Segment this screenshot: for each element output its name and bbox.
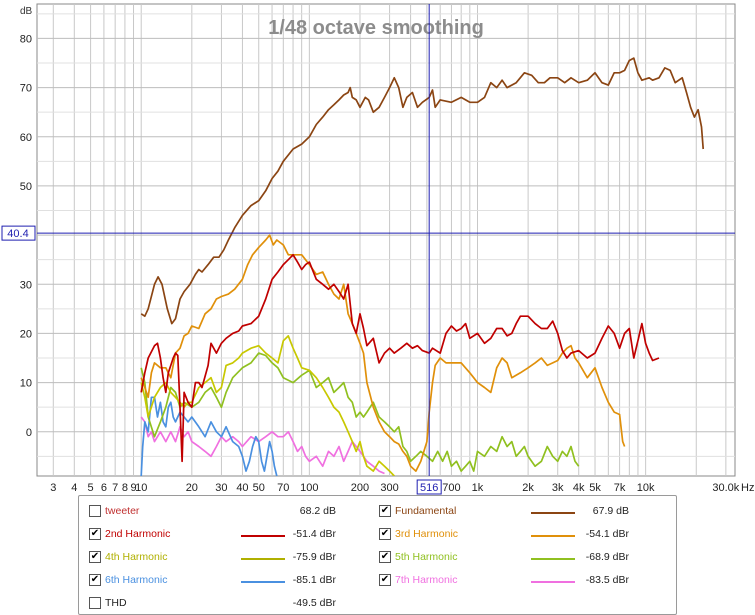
x-tick-label: 7k (614, 482, 626, 494)
legend-value: 68.2 dB (299, 505, 336, 517)
x-tick-label: 30.0k (712, 482, 739, 494)
y-tick-label: 70 (20, 83, 32, 95)
legend-label: Fundamental (395, 505, 457, 517)
legend-swatch (241, 581, 285, 583)
y-tick-label: 80 (20, 33, 32, 45)
legend-swatch (241, 558, 285, 560)
x-tick-label: 200 (351, 482, 369, 494)
x-tick-label: 5k (589, 482, 601, 494)
y-tick-label: 0 (26, 427, 32, 439)
cursor-x-readout-box (416, 479, 442, 495)
series-2nd-harmonic-line (140, 253, 660, 463)
legend-label: THD (105, 597, 127, 609)
series-6th-harmonic-line (140, 396, 278, 476)
legend-label: 6th Harmonic (105, 574, 168, 586)
y-tick-label: 50 (20, 181, 32, 193)
legend-checkbox-4th-harmonic[interactable]: ✔ (89, 551, 101, 563)
x-tick-label: 300 (380, 482, 398, 494)
legend-value: -68.9 dBr (585, 551, 629, 563)
legend-value: -49.5 dBr (292, 597, 336, 609)
x-tick-label: 20 (186, 482, 198, 494)
legend-checkbox-thd[interactable] (89, 597, 101, 609)
x-tick-label: 70 (277, 482, 289, 494)
y-tick-label: 20 (20, 328, 32, 340)
legend-swatch (531, 512, 575, 514)
legend-swatch (531, 581, 575, 583)
x-tick-label: 5 (88, 482, 94, 494)
legend-checkbox-2nd-harmonic[interactable]: ✔ (89, 528, 101, 540)
x-tick-label: 3 (50, 482, 56, 494)
legend-item-fundamental: ✔ Fundamental 67.9 dB (379, 502, 664, 520)
x-tick-label: 10k (637, 482, 655, 494)
legend-label: 3rd Harmonic (395, 528, 459, 540)
distortion-plot[interactable]: 1/48 octave smoothing dB 0 10 20 30 40 50 60 70 80… (0, 0, 755, 495)
cursor-x-readout: 516 (420, 482, 438, 494)
legend-item-3rd-harmonic: ✔ 3rd Harmonic -54.1 dBr (379, 525, 664, 543)
y-axis-label: dB (20, 6, 33, 17)
x-tick-label: 700 (442, 482, 460, 494)
series-fundamental-line (140, 57, 705, 325)
legend-label: 2nd Harmonic (105, 528, 171, 540)
y-tick-label: 30 (20, 279, 32, 291)
legend-item-2nd-harmonic: ✔ 2nd Harmonic -51.4 dBr (89, 525, 374, 543)
x-tick-label: 1k (472, 482, 484, 494)
legend-label: 5th Harmonic (395, 551, 458, 563)
y-tick-label: 60 (20, 132, 32, 144)
x-tick-label: 50 (253, 482, 265, 494)
chart-title: 1/48 octave smoothing (268, 17, 484, 39)
legend-value: -85.1 dBr (292, 574, 336, 586)
legend-item-7th-harmonic: ✔ 7th Harmonic -83.5 dBr (379, 571, 664, 589)
series-5th-harmonic-line (140, 352, 580, 472)
cursor-y-readout: 40.4 (7, 228, 28, 240)
legend-checkbox-7th-harmonic[interactable]: ✔ (379, 574, 391, 586)
legend-checkbox-fundamental[interactable]: ✔ (379, 505, 391, 517)
legend-item-tweeter: tweeter 68.2 dB (89, 502, 374, 520)
legend-checkbox-5th-harmonic[interactable]: ✔ (379, 551, 391, 563)
series-7th-harmonic-line (140, 416, 385, 475)
x-tick-label: 8 (122, 482, 128, 494)
cursor-y-readout-box (1, 225, 36, 241)
x-tick-label: 2k (522, 482, 534, 494)
x-tick-label: 100 (300, 482, 318, 494)
x-tick-label: 40 (236, 482, 248, 494)
x-axis-unit-label: Hz (741, 482, 754, 494)
legend-swatch (241, 535, 285, 537)
legend-swatch (531, 535, 575, 537)
legend-label: tweeter (105, 505, 140, 517)
x-tick-label: 7 (112, 482, 118, 494)
x-tick-label: 9 (130, 482, 136, 494)
legend-value: 67.9 dB (592, 505, 629, 517)
legend-item-thd: THD -49.5 dBr (89, 594, 374, 612)
x-tick-label: 10 (135, 482, 147, 494)
legend-item-5th-harmonic: ✔ 5th Harmonic -68.9 dBr (379, 548, 664, 566)
legend-value: -83.5 dBr (585, 574, 629, 586)
x-tick-label: 4k (573, 482, 585, 494)
legend-item-6th-harmonic: ✔ 6th Harmonic -85.1 dBr (89, 571, 374, 589)
series-3rd-harmonic-line (140, 234, 626, 472)
legend-checkbox-6th-harmonic[interactable]: ✔ (89, 574, 101, 586)
x-tick-label: 3k (552, 482, 564, 494)
legend-label: 4th Harmonic (105, 551, 168, 563)
legend-swatch (531, 558, 575, 560)
legend-panel: tweeter 68.2 dB ✔ Fundamental 67.9 dB ✔ 2nd Ha… (78, 495, 677, 615)
legend-value: -75.9 dBr (292, 551, 336, 563)
legend-value: -51.4 dBr (292, 528, 336, 540)
legend-checkbox-3rd-harmonic[interactable]: ✔ (379, 528, 391, 540)
legend-label: 7th Harmonic (395, 574, 458, 586)
legend-checkbox-tweeter[interactable] (89, 505, 101, 517)
legend-value: -54.1 dBr (585, 528, 629, 540)
legend-item-4th-harmonic: ✔ 4th Harmonic -75.9 dBr (89, 548, 374, 566)
x-tick-label: 6 (101, 482, 107, 494)
x-tick-label: 30 (215, 482, 227, 494)
x-tick-label: 4 (71, 482, 77, 494)
y-tick-label: 10 (20, 378, 32, 390)
